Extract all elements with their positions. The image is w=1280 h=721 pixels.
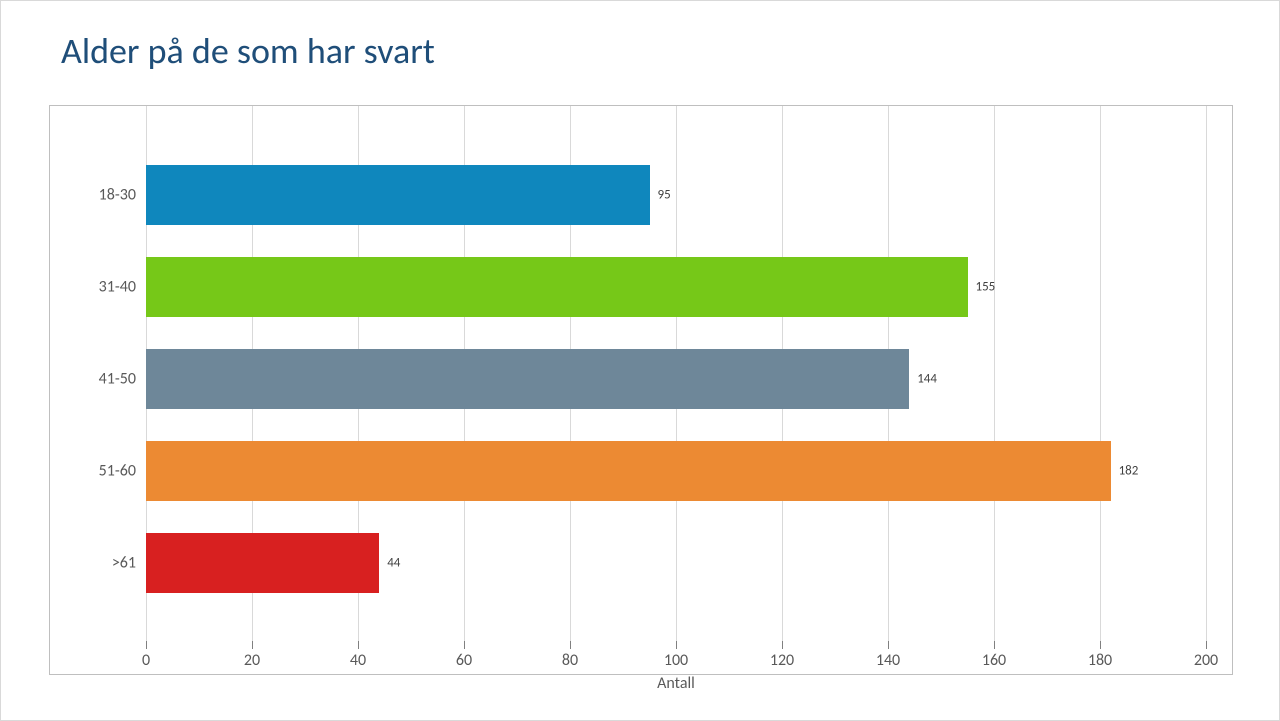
x-tick-label: 80 xyxy=(550,651,590,670)
x-tick-label: 200 xyxy=(1186,651,1226,670)
bar-value-label: 182 xyxy=(1119,463,1139,478)
x-tick-label: 40 xyxy=(338,651,378,670)
x-tick-label: 180 xyxy=(1080,651,1120,670)
x-tick-label: 100 xyxy=(656,651,696,670)
bar-value-label: 144 xyxy=(917,371,937,386)
x-tick xyxy=(146,641,147,649)
x-tick-label: 120 xyxy=(762,651,802,670)
category-label: 41-50 xyxy=(56,369,136,388)
x-tick xyxy=(252,641,253,649)
bar-row: 44>61 xyxy=(146,533,1206,593)
plot-area: Antall 0204060801001201401601802009518-3… xyxy=(146,136,1206,611)
bar-row: 9518-30 xyxy=(146,165,1206,225)
gridline xyxy=(1206,106,1207,641)
x-tick xyxy=(994,641,995,649)
bar xyxy=(146,533,379,593)
bar xyxy=(146,441,1111,501)
x-tick xyxy=(358,641,359,649)
x-tick xyxy=(1206,641,1207,649)
x-tick-label: 160 xyxy=(974,651,1014,670)
bar-row: 18251-60 xyxy=(146,441,1206,501)
bar-value-label: 95 xyxy=(658,187,671,202)
bar xyxy=(146,349,909,409)
x-tick-label: 20 xyxy=(232,651,272,670)
category-label: 51-60 xyxy=(56,461,136,480)
x-tick xyxy=(888,641,889,649)
bar-row: 14441-50 xyxy=(146,349,1206,409)
bar-row: 15531-40 xyxy=(146,257,1206,317)
category-label: 31-40 xyxy=(56,277,136,296)
x-tick xyxy=(464,641,465,649)
bar xyxy=(146,257,968,317)
category-label: >61 xyxy=(56,553,136,572)
x-tick xyxy=(1100,641,1101,649)
bar-value-label: 155 xyxy=(976,279,996,294)
x-tick xyxy=(570,641,571,649)
x-axis-title: Antall xyxy=(146,674,1206,693)
x-tick xyxy=(676,641,677,649)
category-label: 18-30 xyxy=(56,185,136,204)
x-tick xyxy=(782,641,783,649)
bar xyxy=(146,165,650,225)
x-tick-label: 60 xyxy=(444,651,484,670)
x-tick-label: 0 xyxy=(126,651,166,670)
slide: Alder på de som har svart Antall 0204060… xyxy=(0,0,1280,721)
chart-title: Alder på de som har svart xyxy=(61,29,435,73)
bar-value-label: 44 xyxy=(387,555,400,570)
x-tick-label: 140 xyxy=(868,651,908,670)
chart-frame: Antall 0204060801001201401601802009518-3… xyxy=(49,105,1233,675)
